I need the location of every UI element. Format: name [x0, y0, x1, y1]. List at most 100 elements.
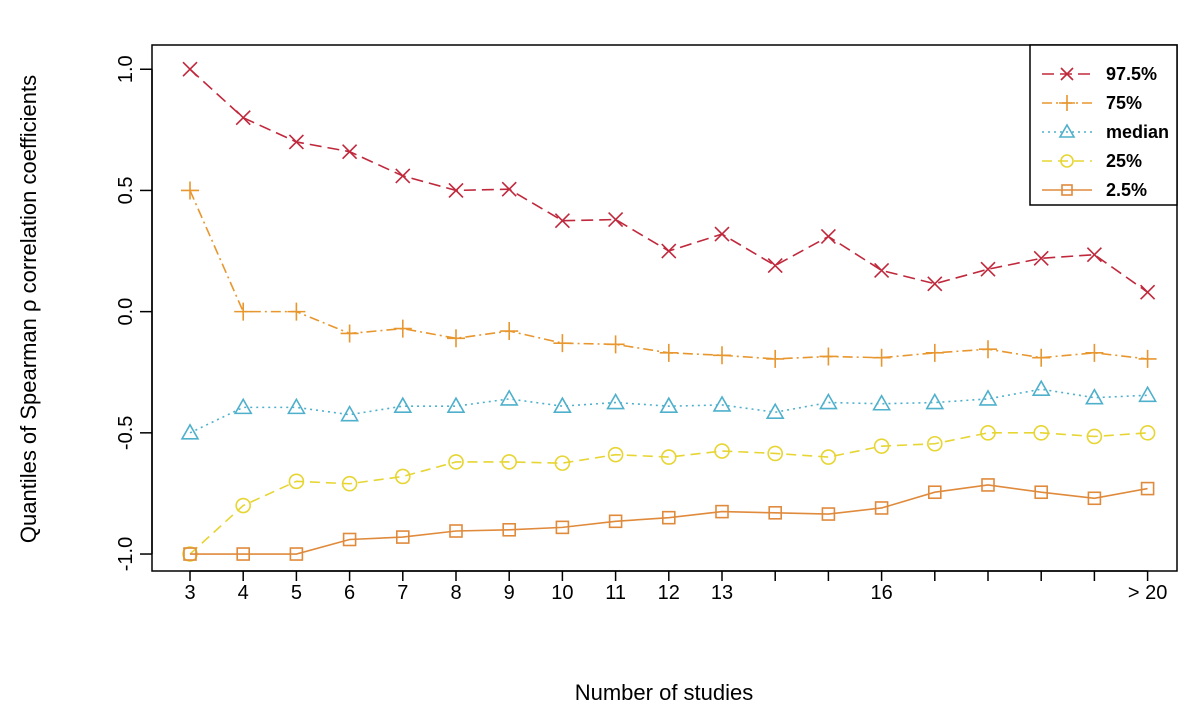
data-point	[502, 522, 517, 537]
data-point	[821, 507, 836, 521]
data-point	[555, 520, 570, 535]
data-point	[554, 213, 570, 229]
data-point	[1033, 250, 1049, 266]
data-point	[980, 261, 996, 277]
data-point	[820, 228, 836, 245]
x-tick-label: 7	[397, 582, 408, 604]
data-point	[766, 349, 785, 368]
data-point	[980, 425, 996, 441]
data-point	[713, 346, 731, 365]
data-point	[500, 322, 519, 341]
data-point	[501, 181, 517, 197]
data-point	[659, 343, 678, 362]
series-line	[189, 432, 1148, 555]
plot-frame	[151, 44, 1178, 572]
data-point	[288, 134, 304, 150]
data-point	[1140, 284, 1156, 300]
series-line	[189, 68, 1149, 293]
data-point	[715, 504, 729, 519]
data-point	[1086, 247, 1102, 263]
data-point	[289, 547, 304, 561]
series-line	[189, 190, 1148, 360]
data-point	[1085, 388, 1104, 405]
legend: 97.5% 75% median 25% 2.5%	[1029, 44, 1178, 206]
legend-marker	[1058, 123, 1076, 138]
data-point	[236, 547, 250, 561]
data-point	[606, 335, 625, 354]
data-point	[712, 395, 732, 412]
data-point	[181, 181, 199, 200]
data-point	[499, 389, 519, 406]
data-point	[606, 392, 625, 410]
x-tick-label: 16	[870, 582, 892, 604]
data-point	[233, 397, 253, 415]
data-point	[395, 168, 411, 184]
data-point	[1139, 425, 1156, 441]
x-tick-label: > 20	[1128, 582, 1167, 604]
x-tick-label: 13	[711, 582, 733, 604]
data-point	[182, 61, 198, 77]
x-tick-label: 5	[291, 582, 302, 604]
series-layer	[180, 61, 1157, 562]
series-line	[189, 388, 1148, 434]
data-point	[926, 435, 943, 452]
legend-marker	[1060, 67, 1074, 81]
data-point	[1138, 385, 1157, 403]
data-point	[393, 319, 412, 338]
data-point	[872, 348, 891, 367]
series-25	[182, 425, 1156, 562]
data-point	[287, 302, 306, 321]
data-point	[180, 423, 200, 440]
data-point	[819, 347, 838, 366]
data-point	[447, 329, 465, 348]
series-median	[180, 379, 1157, 440]
data-point	[446, 396, 466, 413]
x-tick-label: 11	[605, 582, 626, 604]
data-point	[819, 392, 838, 410]
data-point	[767, 445, 784, 462]
legend-marker	[1060, 154, 1074, 168]
data-point	[659, 396, 679, 413]
data-point	[393, 396, 413, 413]
y-tick-label: -0.5	[115, 416, 137, 450]
y-axis-title: Quantiles of Spearman ρ correlation coef…	[16, 75, 41, 543]
y-tick-label: 0.0	[115, 298, 137, 326]
data-point	[448, 454, 464, 470]
data-point	[872, 394, 891, 411]
data-point	[874, 262, 890, 278]
data-point	[608, 514, 623, 529]
data-point	[979, 340, 997, 359]
data-point	[925, 392, 945, 410]
x-tick-label: 4	[238, 582, 249, 604]
data-point	[342, 532, 357, 547]
x-tick-label: 12	[658, 582, 680, 604]
y-tick-label: 1.0	[115, 55, 137, 83]
series-25	[183, 478, 1155, 561]
legend-box	[1029, 44, 1178, 206]
data-point	[1032, 348, 1051, 367]
data-point	[342, 144, 358, 160]
y-tick-label: -1.0	[115, 537, 137, 571]
data-point	[1138, 349, 1157, 368]
data-point	[501, 454, 518, 470]
data-point	[395, 530, 410, 544]
x-tick-label: 10	[551, 582, 573, 604]
x-tick-label: 9	[504, 582, 515, 604]
legend-marker	[1061, 184, 1073, 196]
series-line	[190, 484, 1148, 555]
data-point	[394, 468, 411, 485]
data-point	[1034, 485, 1048, 500]
data-point	[1140, 481, 1155, 496]
data-point	[553, 334, 572, 353]
data-point	[340, 324, 359, 343]
data-point	[660, 449, 677, 465]
data-point	[927, 485, 942, 500]
y-axis: -1.0 -0.5 0.0 0.5 1.0	[115, 55, 153, 571]
data-point	[553, 396, 572, 413]
data-point	[1086, 428, 1103, 445]
data-point	[874, 501, 889, 515]
x-tick-label: 6	[344, 582, 355, 604]
series-75	[181, 181, 1157, 368]
data-point	[767, 258, 783, 274]
data-point	[235, 110, 251, 126]
